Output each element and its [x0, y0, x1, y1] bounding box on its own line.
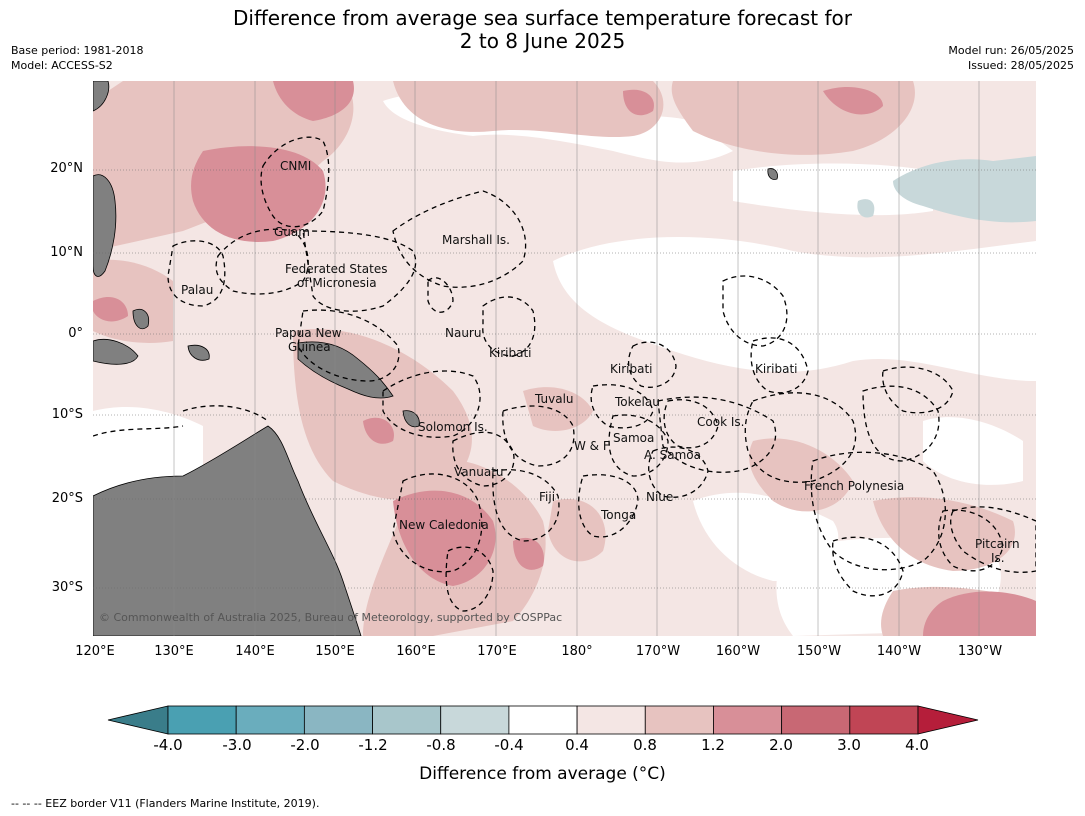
- meridian-lines: [173, 81, 980, 636]
- colorbar-boxes: [167, 705, 919, 735]
- copyright-notice: © Commonwealth of Australia 2025, Bureau…: [99, 611, 562, 624]
- label-fiji: Fiji: [539, 490, 555, 504]
- lon-label-160w: 160°W: [715, 644, 761, 659]
- colorbar-box: [576, 705, 646, 735]
- title-line-1: Difference from average sea surface temp…: [232, 6, 852, 30]
- colorbar-label: -1.2: [358, 736, 388, 754]
- colorbar-box: [781, 705, 851, 735]
- near-normal-areas: [93, 91, 1036, 636]
- colorbar-label: 0.8: [633, 736, 657, 754]
- label-wallis-futuna: W & F: [574, 439, 610, 453]
- lon-label-140e: 140°E: [235, 644, 275, 659]
- label-guam: Guam: [274, 225, 310, 239]
- colorbar-box: [644, 705, 714, 735]
- colorbar-box: [372, 705, 442, 735]
- label-american-samoa: A. Samoa: [644, 448, 701, 462]
- colorbar-box: [440, 705, 510, 735]
- colorbar-label: 1.2: [701, 736, 725, 754]
- colorbar-box: [167, 705, 237, 735]
- base-period: Base period: 1981-2018: [11, 44, 144, 57]
- lon-label-160e: 160°E: [396, 644, 436, 659]
- lat-label-10s: 10°S: [51, 407, 83, 422]
- label-palau: Palau: [181, 283, 213, 297]
- label-kiribati-west: Kiribati: [489, 346, 531, 360]
- lon-label-150e: 150°E: [315, 644, 355, 659]
- label-vanuatu: Vanuatu: [454, 465, 504, 479]
- lon-label-150w: 150°W: [796, 644, 842, 659]
- colorbar-high-extend: [917, 705, 979, 735]
- lat-label-20s: 20°S: [51, 491, 83, 506]
- lon-label-170e: 170°E: [477, 644, 517, 659]
- label-nauru: Nauru: [445, 326, 481, 340]
- colorbar: [107, 705, 979, 735]
- label-cook-islands: Cook Is.: [697, 415, 744, 429]
- sst-anomaly-map: CNMI Guam Marshall Is. Federated States …: [93, 81, 1036, 636]
- label-solomon-islands: Solomon Is.: [418, 420, 488, 434]
- lon-label-130e: 130°E: [154, 644, 194, 659]
- colorbar-box: [303, 705, 373, 735]
- lon-label-120e: 120°E: [75, 644, 115, 659]
- new-guinea-land: [297, 341, 394, 399]
- label-pitcairn-line1: Pitcairn: [975, 537, 1020, 551]
- colorbar-label: 2.0: [769, 736, 793, 754]
- colorbar-box: [508, 705, 578, 735]
- label-marshall-islands: Marshall Is.: [442, 233, 510, 247]
- label-pitcairn-line2: Is.: [991, 551, 1005, 565]
- lat-label-0: 0°: [68, 326, 83, 341]
- model-run: Model run: 26/05/2025: [948, 44, 1074, 57]
- colorbar-box: [849, 705, 919, 735]
- lon-label-180: 180°: [561, 644, 593, 659]
- label-kiribati-central: Kiribati: [610, 362, 652, 376]
- label-tonga: Tonga: [600, 508, 636, 522]
- left-metadata: Base period: 1981-2018 Model: ACCESS-S2: [11, 43, 143, 73]
- colorbar-box: [713, 705, 783, 735]
- cool-areas: [857, 156, 1036, 223]
- lon-label-130w: 130°W: [957, 644, 1003, 659]
- colorbar-low-extend: [107, 705, 169, 735]
- label-french-polynesia: French Polynesia: [804, 479, 904, 493]
- colorbar-label: 0.4: [565, 736, 589, 754]
- model-name: Model: ACCESS-S2: [11, 59, 113, 72]
- landmasses: [93, 81, 778, 636]
- label-niue: Niue: [646, 490, 673, 504]
- chart-title: Difference from average sea surface temp…: [0, 7, 1085, 53]
- eez-footnote: -- -- -- EEZ border V11 (Flanders Marine…: [11, 797, 320, 810]
- label-new-caledonia: New Caledonia: [399, 518, 489, 532]
- issued-date: Issued: 28/05/2025: [967, 59, 1074, 72]
- label-fsm-line1: Federated States: [285, 262, 387, 276]
- colorbar-label: -4.0: [153, 736, 183, 754]
- colorbar-label: 3.0: [837, 736, 861, 754]
- colorbar-label: -3.0: [222, 736, 252, 754]
- colorbar-label: -2.0: [290, 736, 320, 754]
- lat-label-30s: 30°S: [51, 580, 83, 595]
- lat-label-20n: 20°N: [50, 161, 83, 176]
- colorbar-box: [235, 705, 305, 735]
- right-metadata: Model run: 26/05/2025 Issued: 28/05/2025: [948, 43, 1074, 73]
- colorbar-label: -0.4: [494, 736, 524, 754]
- label-png-line2: Guinea: [288, 340, 331, 354]
- label-cnmi: CNMI: [280, 159, 311, 173]
- eez-borders: [93, 136, 1036, 612]
- colorbar-label: 4.0: [905, 736, 929, 754]
- label-fsm-line2: of Micronesia: [297, 276, 377, 290]
- label-samoa: Samoa: [613, 431, 654, 445]
- label-tokelau: Tokelau: [614, 395, 660, 409]
- title-line-2: 2 to 8 June 2025: [459, 29, 626, 53]
- colorbar-title: Difference from average (°C): [419, 764, 666, 784]
- lon-label-170w: 170°W: [635, 644, 681, 659]
- label-tuvalu: Tuvalu: [534, 392, 574, 406]
- lon-label-140w: 140°W: [876, 644, 922, 659]
- label-kiribati-east: Kiribati: [755, 362, 797, 376]
- lat-label-10n: 10°N: [50, 245, 83, 260]
- philippines-land: [93, 174, 117, 277]
- label-png-line1: Papua New: [275, 326, 342, 340]
- colorbar-label: -0.8: [426, 736, 456, 754]
- strong-warm-areas: [93, 81, 1036, 636]
